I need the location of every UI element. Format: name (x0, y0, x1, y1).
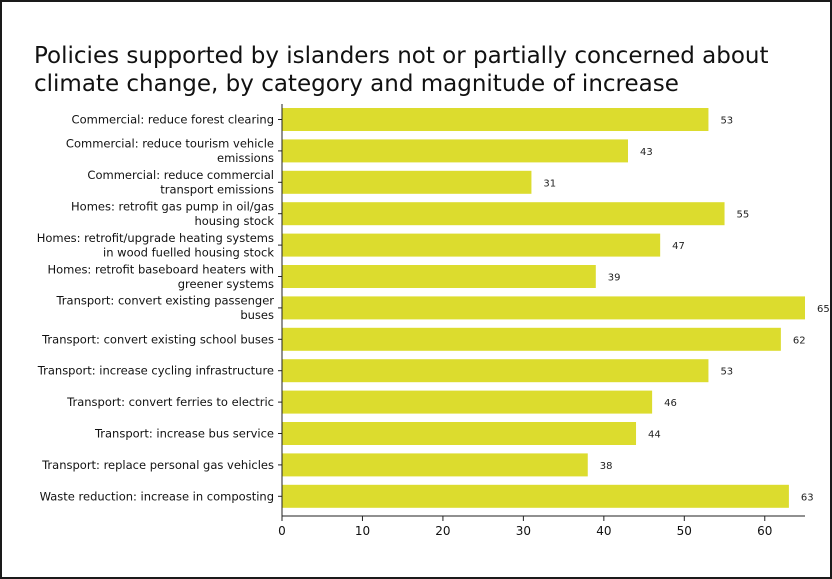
bar (282, 170, 532, 194)
data-label: 31 (543, 178, 556, 189)
category-label: Homes: retrofit/upgrade heating systems (37, 231, 274, 245)
category-label: Transport: increase bus service (94, 427, 274, 441)
category-label: Homes: retrofit baseboard heaters with (47, 262, 274, 276)
category-label: buses (240, 308, 274, 322)
category-label: Commercial: reduce commercial (87, 168, 274, 182)
category-label: Waste reduction: increase in composting (40, 489, 274, 503)
category-label: emissions (217, 151, 274, 165)
data-label: 39 (608, 273, 621, 284)
bar (282, 108, 709, 131)
data-label: 43 (640, 147, 653, 158)
bar (282, 327, 781, 351)
x-tick-label: 50 (677, 524, 692, 538)
x-tick-label: 30 (516, 524, 531, 538)
bar (282, 453, 588, 477)
x-tick-label: 0 (278, 524, 286, 538)
bar (282, 233, 661, 257)
x-tick-label: 10 (355, 524, 370, 538)
category-label: Transport: convert ferries to electric (66, 395, 274, 409)
category-label: in wood fuelled housing stock (103, 245, 274, 259)
bar (282, 139, 628, 163)
data-label: 63 (801, 492, 814, 503)
bar (282, 359, 709, 383)
bar (282, 202, 725, 226)
x-tick-label: 20 (435, 524, 450, 538)
data-label: 62 (793, 335, 806, 346)
category-label: Transport: convert existing passenger (55, 294, 274, 308)
bar (282, 265, 596, 288)
bar (282, 390, 653, 414)
data-label: 38 (600, 461, 613, 472)
data-label: 55 (737, 210, 750, 221)
category-label: Commercial: reduce forest clearing (72, 113, 274, 127)
category-label: Commercial: reduce tourism vehicle (66, 137, 274, 151)
bar (282, 484, 789, 508)
x-tick-label: 40 (596, 524, 611, 538)
bar (282, 422, 637, 445)
category-label: Transport: convert existing school buses (41, 332, 274, 346)
category-label: Transport: increase cycling infrastructu… (37, 364, 274, 378)
category-label: housing stock (194, 214, 274, 228)
data-label: 53 (720, 116, 733, 127)
data-label: 53 (720, 367, 733, 378)
category-label: transport emissions (160, 183, 274, 197)
bar (282, 296, 805, 320)
data-label: 65 (817, 304, 830, 315)
data-label: 44 (648, 430, 661, 441)
chart-title: Policies supported by islanders not or p… (34, 43, 769, 97)
category-label: Homes: retrofit gas pump in oil/gas (71, 199, 274, 213)
category-label: Transport: replace personal gas vehicles (41, 458, 274, 472)
category-label: greener systems (178, 277, 274, 291)
data-label: 46 (664, 398, 677, 409)
data-label: 47 (672, 241, 685, 252)
x-tick-label: 60 (757, 524, 772, 538)
